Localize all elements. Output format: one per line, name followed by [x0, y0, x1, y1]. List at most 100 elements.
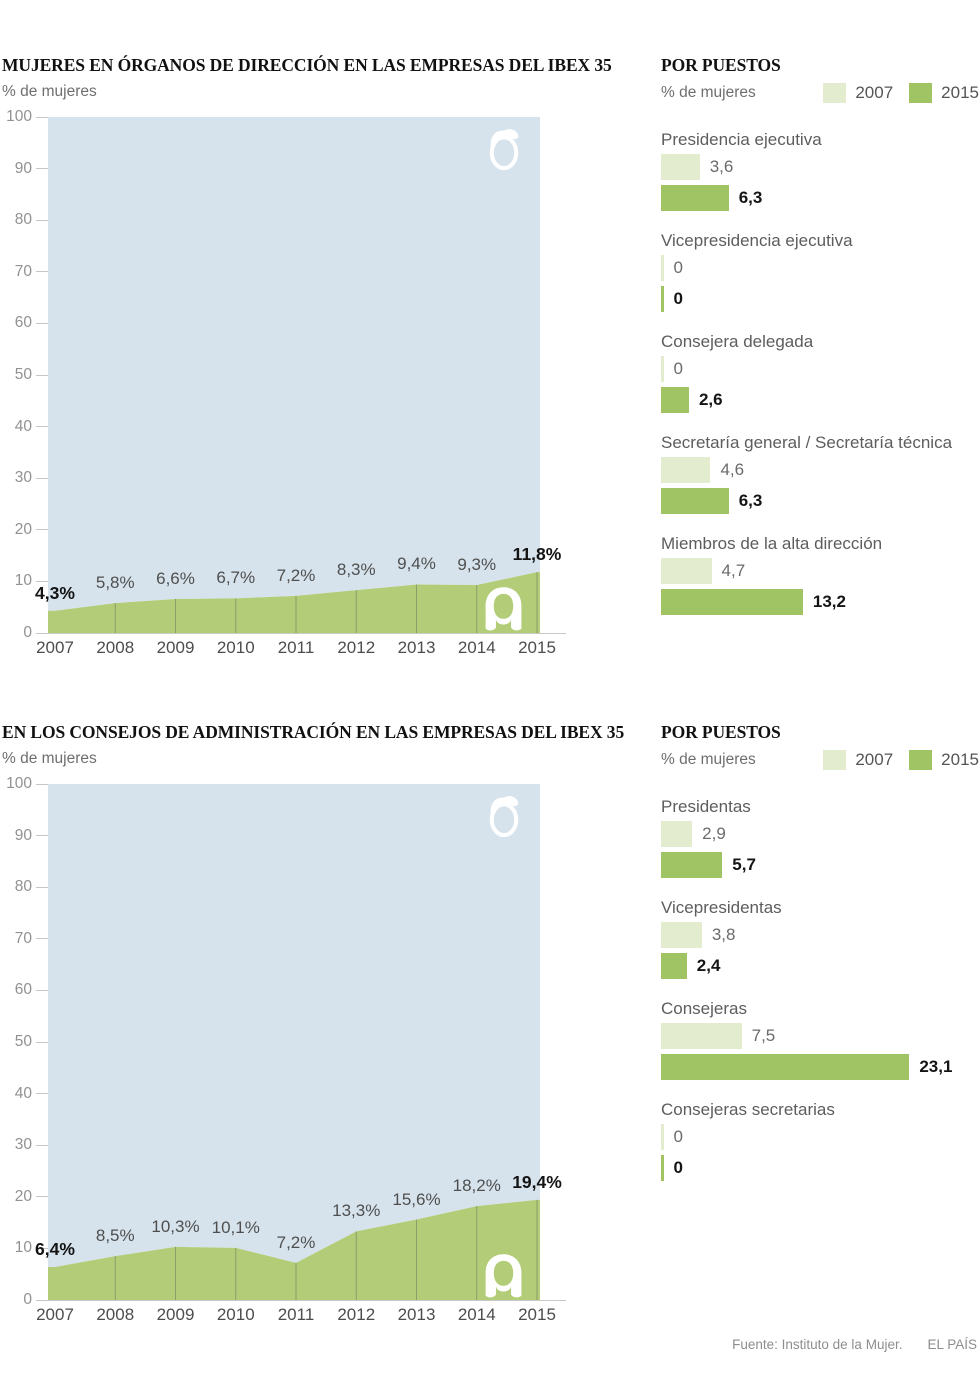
y-axis-tick	[36, 322, 48, 324]
y-axis-tick	[36, 477, 48, 479]
bar-row-2007: 2,9	[661, 821, 979, 847]
data-point-label: 13,3%	[332, 1201, 381, 1221]
bar-2015	[661, 488, 729, 514]
y-axis-tick	[36, 116, 48, 118]
bar-2007	[661, 558, 712, 584]
bar-category: Vicepresidencia ejecutiva 0 0	[661, 231, 979, 312]
panel-por-puestos-consejos: POR PUESTOS % de mujeres 2007 2015 Presi…	[661, 722, 979, 1201]
bar-row-2015: 23,1	[661, 1054, 979, 1080]
category-label: Vicepresidencia ejecutiva	[661, 231, 853, 250]
bar-value-2015: 2,6	[698, 390, 723, 409]
bar-value-2015: 6,3	[738, 188, 763, 207]
bar-row-2007: 0	[661, 255, 979, 281]
category-label: Consejeras secretarias	[661, 1100, 835, 1119]
woman-icon	[481, 1250, 526, 1299]
legend-label-2015: 2015	[941, 83, 979, 102]
men-share-area	[48, 117, 540, 611]
bar-value-2015: 2,4	[696, 956, 721, 975]
area-plot-organos: 0 10 20 30 40 50 60 70 80 90 100 2007 2008 2009 2010 20…	[6, 109, 566, 657]
bar-value-2007: 4,6	[720, 460, 745, 479]
y-axis-tick	[36, 886, 48, 888]
x-axis-label: 2010	[216, 1305, 255, 1324]
y-axis-label: 80	[14, 211, 32, 229]
x-axis-label: 2010	[216, 638, 255, 657]
y-axis-tick	[36, 1093, 48, 1095]
category-label: Consejera delegada	[661, 332, 814, 351]
bar-row-2007: 7,5	[661, 1023, 979, 1049]
legend-item-2007: 2007	[823, 750, 893, 770]
data-point-label: 8,3%	[336, 560, 376, 580]
data-point-label: 11,8%	[512, 544, 562, 565]
bar-value-2015: 13,2	[812, 592, 846, 611]
legend-swatch-2015-icon	[909, 83, 933, 103]
bar-value-2007: 0	[673, 258, 683, 277]
data-point-label: 5,8%	[95, 573, 135, 593]
x-axis-label: 2011	[277, 638, 315, 657]
y-axis-label: 50	[14, 366, 32, 383]
bar-category: Vicepresidentas 3,8 2,4	[661, 898, 979, 979]
y-axis-tick	[36, 374, 48, 376]
data-point-label: 8,5%	[95, 1226, 135, 1246]
man-icon	[485, 126, 523, 174]
panel-subtitle: % de mujeres	[661, 84, 756, 101]
legend-item-2015: 2015	[909, 83, 979, 103]
bar-row-2015: 2,6	[661, 387, 979, 413]
bar-2007	[661, 1023, 742, 1049]
x-axis-label: 2015	[518, 1305, 556, 1324]
legend: 2007 2015	[823, 83, 979, 103]
chart-title: MUJERES EN ÓRGANOS DE DIRECCIÓN EN LAS E…	[2, 55, 612, 75]
bar-row-2007: 3,8	[661, 922, 979, 948]
chart-title: EN LOS CONSEJOS DE ADMINISTRACIÓN EN LAS…	[2, 722, 625, 742]
legend-swatch-2015-icon	[909, 750, 933, 770]
y-axis-label: 10	[14, 572, 32, 590]
footer: Fuente: Instituto de la Mujer. EL PAÍS	[732, 1337, 977, 1352]
bar-2015	[661, 953, 687, 979]
bar-category: Consejeras 7,5 23,1	[661, 999, 979, 1080]
legend-label-2007: 2007	[855, 750, 894, 769]
x-axis-label: 2007	[36, 1305, 74, 1324]
bar-row-2007: 4,6	[661, 457, 979, 483]
data-point-label: 10,3%	[151, 1216, 200, 1236]
chart-subtitle: % de mujeres	[2, 750, 97, 767]
data-point-label: 18,2%	[452, 1176, 501, 1196]
data-point-label: 10,1%	[211, 1217, 260, 1237]
bar-category: Consejeras secretarias 0 0	[661, 1100, 979, 1181]
bar-2007	[661, 356, 664, 382]
panel-subtitle: % de mujeres	[661, 751, 756, 768]
y-axis-tick	[36, 989, 48, 991]
x-axis-label: 2014	[457, 1305, 496, 1324]
bar-row-2007: 3,6	[661, 154, 979, 180]
y-axis-label: 60	[14, 981, 32, 999]
bar-2007	[661, 255, 664, 281]
y-axis-label: 60	[14, 314, 32, 332]
legend: 2007 2015	[823, 750, 979, 770]
category-label: Miembros de la alta dirección	[661, 534, 883, 553]
bar-row-2007: 0	[661, 1124, 979, 1150]
bar-2007	[661, 821, 693, 847]
x-axis-label: 2009	[156, 1305, 195, 1324]
x-axis-label: 2008	[96, 1305, 135, 1324]
y-axis-tick	[36, 219, 48, 221]
category-label: Presidencia ejecutiva	[661, 130, 822, 149]
y-axis-tick	[36, 271, 48, 273]
y-axis-label: 80	[14, 878, 32, 896]
bar-2007	[661, 1124, 664, 1150]
bar-2015	[661, 286, 664, 312]
bar-category: Secretaría general / Secretaría técnica 4…	[661, 433, 979, 514]
y-axis-tick	[36, 938, 48, 940]
bar-value-2015: 0	[673, 289, 683, 308]
category-label: Secretaría general / Secretaría técnica	[661, 433, 953, 452]
bar-2007	[661, 922, 702, 948]
x-axis-label: 2007	[36, 638, 74, 657]
bar-groups-consejos: Presidentas 2,9 5,7 Vicepresidentas 3,8 2,4 Co…	[661, 797, 979, 1181]
bar-value-2015: 0	[673, 1158, 683, 1177]
data-point-label: 19,4%	[512, 1171, 562, 1192]
bar-row-2015: 5,7	[661, 852, 979, 878]
data-point-label: 6,4%	[35, 1238, 75, 1259]
y-axis-label: 0	[23, 1291, 32, 1308]
men-share-area	[48, 784, 540, 1267]
bar-value-2007: 2,9	[702, 824, 726, 843]
bar-row-2015: 0	[661, 286, 979, 312]
y-axis-tick	[36, 1144, 48, 1146]
data-point-label: 6,7%	[216, 568, 256, 588]
